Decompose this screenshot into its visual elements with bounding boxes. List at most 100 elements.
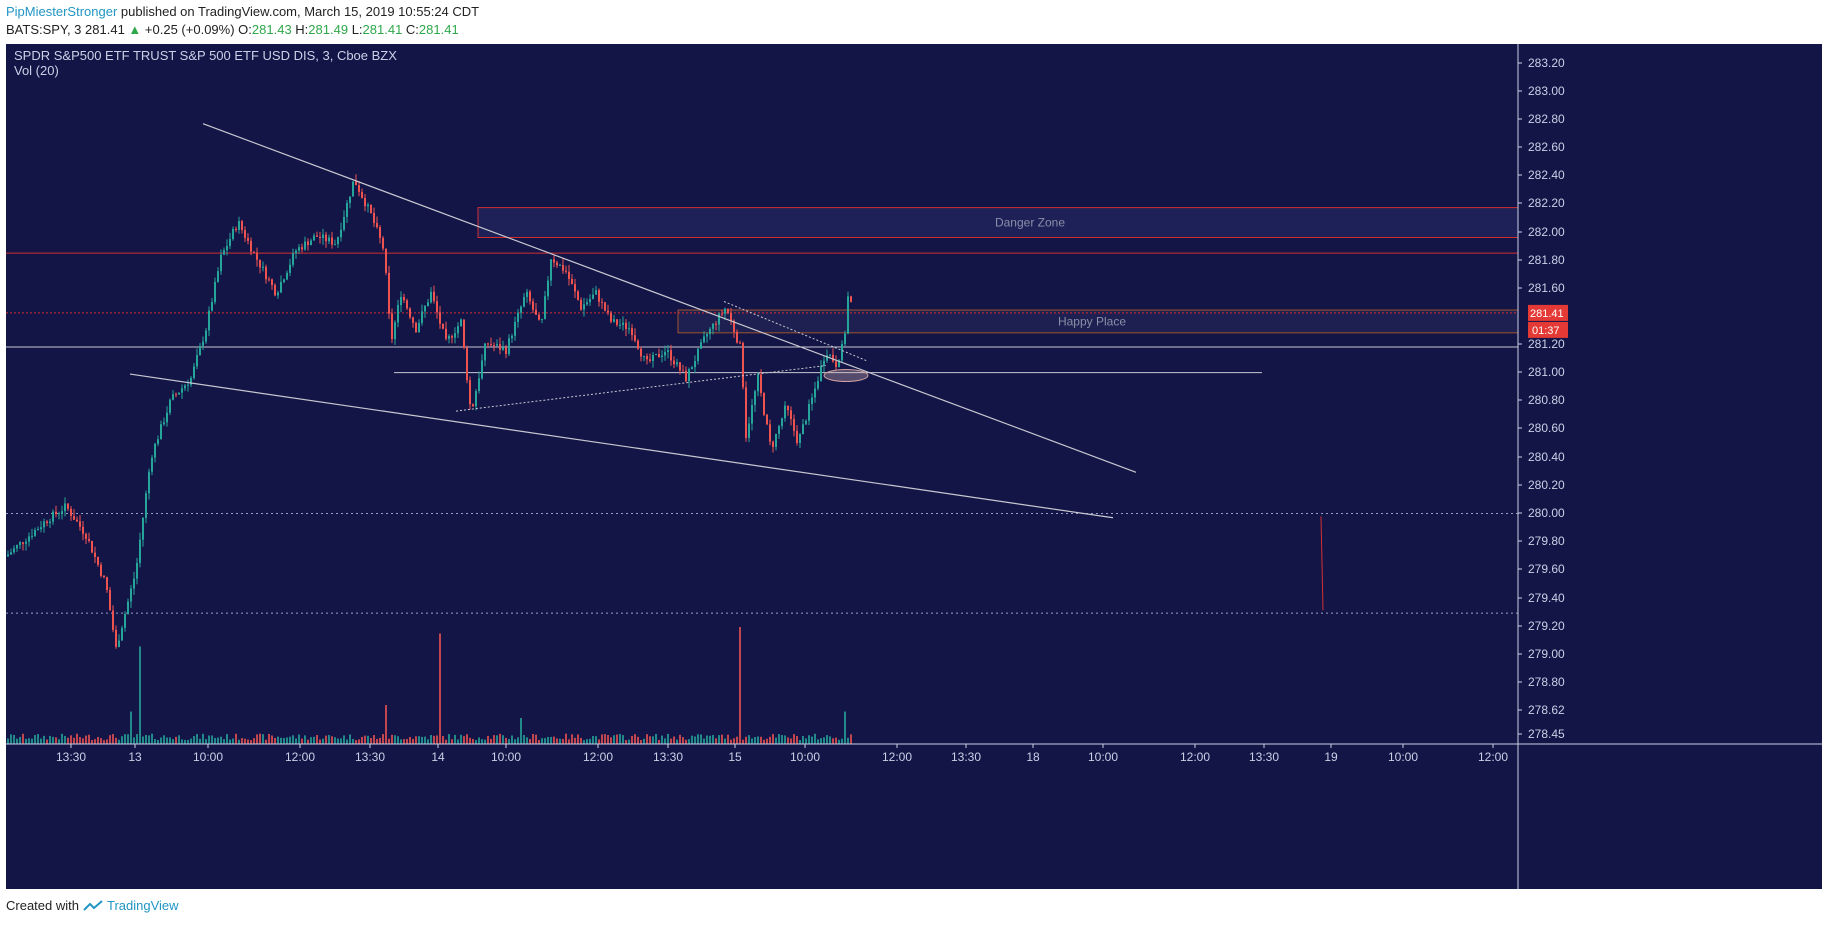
volume-bar (94, 739, 96, 744)
volume-bar (346, 739, 348, 744)
price-tick-label: 280.00 (1528, 506, 1565, 520)
volume-bar (196, 733, 198, 744)
volume-bar (328, 734, 330, 744)
volume-bar (193, 736, 195, 744)
candle-body (259, 259, 261, 268)
open-value: 281.43 (251, 22, 292, 37)
candle-body (442, 323, 444, 329)
candle-body (748, 423, 750, 438)
volume-bar (331, 736, 333, 744)
volume-bar (790, 738, 792, 744)
volume-bar (187, 739, 189, 744)
candle-body (139, 539, 141, 563)
volume-bar (448, 734, 450, 744)
time-tick-label: 13:30 (653, 750, 683, 764)
candle-body (454, 333, 456, 338)
volume-bar (394, 735, 396, 744)
price-chart[interactable]: Danger Zone Happy Place 283.20 283.00 282.8… (6, 44, 1822, 889)
candle-body (577, 291, 579, 300)
candle-body (58, 513, 60, 515)
volume-bar (472, 738, 474, 744)
candle-body (460, 319, 462, 326)
volume-bar (625, 739, 627, 744)
candle-body (22, 542, 24, 544)
volume-bar (457, 739, 459, 744)
candle-body (88, 538, 90, 541)
up-arrow-icon: ▲ (128, 22, 142, 37)
volume-bar (748, 735, 750, 744)
candle-body (277, 292, 279, 296)
candle-body (286, 272, 288, 280)
candle-body (760, 374, 762, 394)
candle-body (451, 336, 453, 338)
time-tick-label: 13:30 (56, 750, 86, 764)
candle-body (706, 334, 708, 337)
volume-bar (130, 711, 132, 744)
candle-body (91, 540, 93, 553)
time-tick-label: 14 (431, 750, 445, 764)
price-tick-label: 279.80 (1528, 534, 1565, 548)
volume-bar (367, 735, 369, 744)
candle-body (79, 521, 81, 527)
candle-body (106, 577, 108, 590)
volume-bar (619, 734, 621, 744)
volume-bar (70, 735, 72, 744)
volume-bar (304, 735, 306, 744)
high-label: H: (295, 22, 309, 37)
volume-bar (442, 735, 444, 744)
candle-body (184, 385, 186, 389)
volume-bar (745, 736, 747, 744)
price-tick-label: 280.80 (1528, 393, 1565, 407)
volume-bar (106, 739, 108, 744)
volume-bar (547, 736, 549, 744)
candle-body (274, 285, 276, 296)
candle-body (316, 235, 318, 237)
volume-bar (268, 733, 270, 744)
volume-bar (40, 738, 42, 744)
tradingview-brand-link[interactable]: TradingView (106, 898, 179, 913)
price-tick-label: 282.60 (1528, 140, 1565, 154)
volume-bar (163, 735, 165, 744)
volume-bar (835, 737, 837, 744)
candle-body (724, 308, 726, 314)
candle-body (16, 545, 18, 549)
candle-body (400, 296, 402, 306)
time-tick-label: 10:00 (193, 750, 223, 764)
volume-bar (634, 734, 636, 744)
candle-body (445, 328, 447, 339)
volume-bar (109, 735, 111, 744)
volume-bar (319, 739, 321, 744)
volume-bar (802, 735, 804, 744)
volume-bar (244, 738, 246, 744)
volume-bar (607, 734, 609, 744)
volume-bar (166, 737, 168, 744)
volume-bar (724, 738, 726, 744)
volume-bar (136, 734, 138, 744)
candle-body (337, 237, 339, 245)
price-tick-label: 281.60 (1528, 281, 1565, 295)
candle-body (67, 503, 69, 509)
chart-frame[interactable]: Danger Zone Happy Place 283.20 283.00 282.8… (6, 44, 1822, 889)
volume-bar (826, 735, 828, 744)
candle-body (790, 410, 792, 420)
volume-bar (259, 733, 261, 744)
candle-body (109, 589, 111, 611)
last-price-tag-text: 281.41 (1530, 308, 1564, 320)
candle-body (826, 355, 828, 361)
price-tick-label: 279.20 (1528, 619, 1565, 633)
volume-bar (784, 735, 786, 744)
candle-body (94, 552, 96, 557)
chart-header: PipMiesterStronger published on TradingV… (6, 3, 479, 39)
candle-body (406, 300, 408, 309)
candle-body (481, 360, 483, 379)
volume-bar (568, 739, 570, 744)
author-link[interactable]: PipMiesterStronger (6, 4, 118, 19)
candle-body (169, 399, 171, 413)
candle-body (145, 493, 147, 518)
volume-bar (487, 735, 489, 744)
candle-body (676, 362, 678, 365)
volume-bar (226, 734, 228, 744)
candle-body (703, 336, 705, 343)
last-price-tag (1528, 304, 1568, 321)
volume-bar (526, 737, 528, 744)
